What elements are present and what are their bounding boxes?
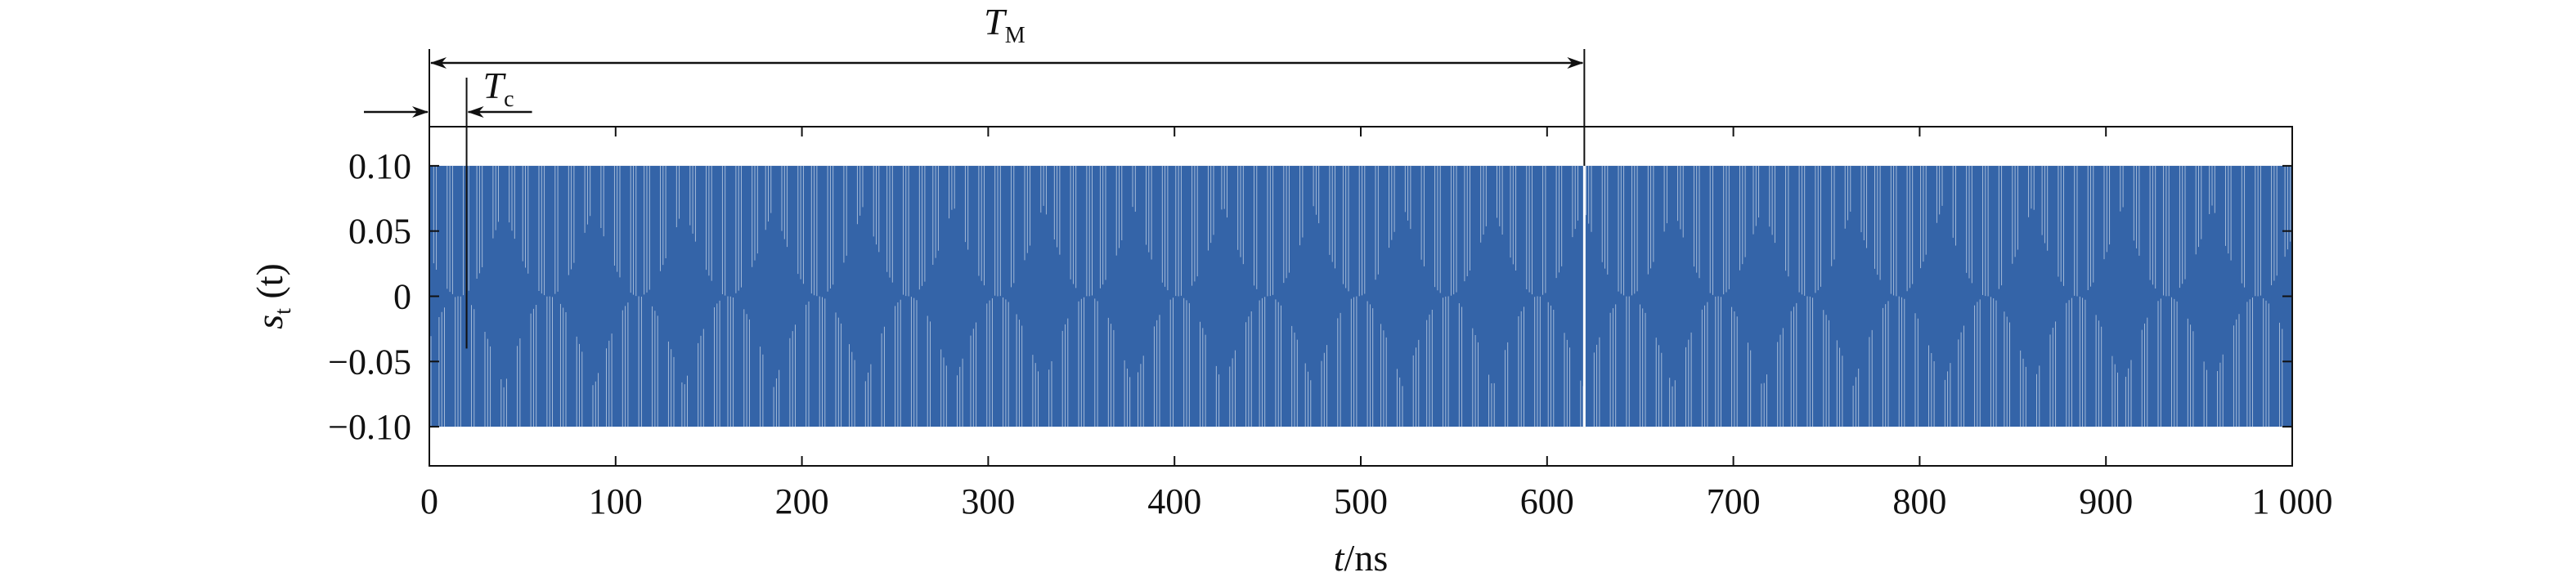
y-tick-label: −0.10 xyxy=(328,407,411,447)
x-tick-label: 500 xyxy=(1334,481,1388,521)
tc-label: Tc xyxy=(483,65,514,112)
signal-texture xyxy=(430,165,2291,427)
y-tick-label: 0 xyxy=(393,277,411,317)
axis-ticks: 0 100 200 300 400 500 600 700 800 900 1 000 0.10 0.0… xyxy=(328,127,2333,521)
x-tick-label: 1 000 xyxy=(2252,481,2333,521)
x-tick-label: 800 xyxy=(1892,481,1946,521)
x-tick-label: 900 xyxy=(2079,481,2133,521)
y-axis-title: st (t) xyxy=(249,263,296,329)
y-tick-label: 0.10 xyxy=(348,146,411,186)
signal-envelope xyxy=(429,165,2292,427)
x-tick-label: 0 xyxy=(420,481,438,521)
period-annotations: TM Tc xyxy=(364,1,1586,466)
x-axis-var: t xyxy=(1334,537,1345,579)
y-axis-var: s xyxy=(249,315,290,329)
x-axis-title: t/ns xyxy=(1334,537,1388,579)
y-axis-arg: (t) xyxy=(249,263,290,308)
y-tick-label: −0.05 xyxy=(328,342,411,382)
signal-series xyxy=(429,165,2292,427)
y-axis-sub: t xyxy=(271,308,296,315)
x-tick-label: 200 xyxy=(775,481,829,521)
x-tick-label: 100 xyxy=(589,481,643,521)
tm-label: TM xyxy=(984,1,1025,48)
x-tick-label: 600 xyxy=(1520,481,1574,521)
y-tick-label: 0.05 xyxy=(348,212,411,252)
x-tick-label: 700 xyxy=(1707,481,1761,521)
x-tick-label: 400 xyxy=(1147,481,1201,521)
x-axis-unit: /ns xyxy=(1344,537,1389,579)
x-tick-label: 300 xyxy=(961,481,1015,521)
